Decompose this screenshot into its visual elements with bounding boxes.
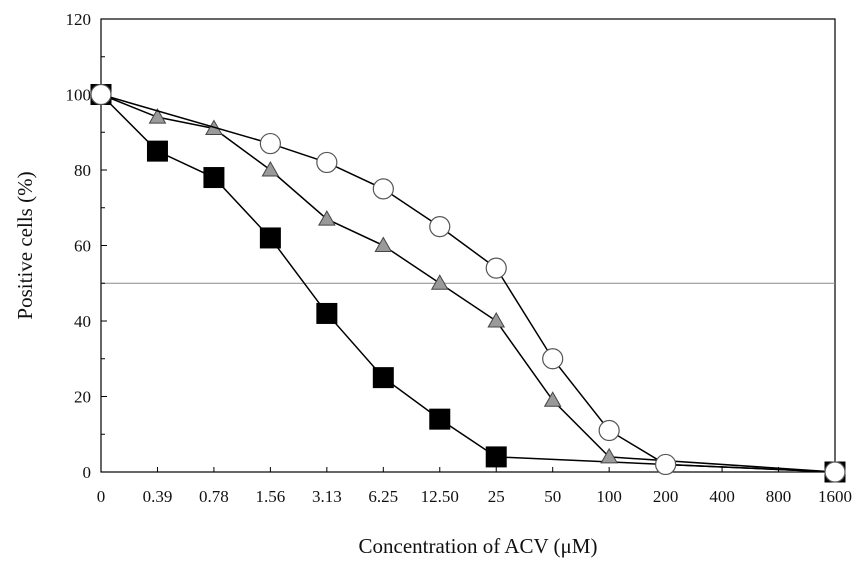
circle-marker: [598, 419, 620, 442]
triangle-marker: [148, 108, 167, 124]
plot-frame: [100, 18, 836, 473]
square-marker: [203, 167, 225, 189]
circle-marker: [542, 348, 564, 370]
y-tick-label: 20: [74, 388, 91, 407]
triangle-marker: [317, 210, 336, 226]
y-tick-label: 60: [74, 237, 91, 256]
circle-marker: [485, 257, 507, 279]
y-axis-ticks: 0 20 40 60 80 100 120: [66, 10, 107, 482]
series-layer: [90, 83, 846, 483]
series-line: [100, 93, 836, 473]
x-tick-label: 12.50: [421, 487, 459, 506]
x-tick-label: 25: [488, 487, 505, 506]
series-circle: [90, 83, 846, 483]
square-marker: [146, 140, 168, 162]
y-tick-label: 100: [66, 86, 92, 105]
square-marker: [485, 446, 507, 468]
circle-marker: [429, 216, 451, 238]
x-tick-label: 1600: [818, 487, 852, 506]
y-tick-label: 80: [74, 161, 91, 180]
x-tick-label: 800: [766, 487, 792, 506]
x-axis-title: Concentration of ACV (μM): [359, 534, 598, 558]
y-tick-label: 120: [66, 10, 92, 29]
square-marker: [259, 227, 281, 249]
circle-marker: [259, 132, 281, 155]
square-marker: [372, 367, 394, 389]
circle-marker: [90, 83, 112, 106]
x-tick-label: 3.13: [312, 487, 342, 506]
triangle-marker: [374, 236, 393, 252]
circle-marker: [824, 461, 846, 483]
x-tick-label: 400: [709, 487, 735, 506]
circle-marker: [316, 151, 338, 174]
circle-marker: [372, 178, 394, 200]
x-tick-label: 1.56: [256, 487, 286, 506]
triangle-marker: [543, 391, 562, 407]
x-tick-label: 50: [544, 487, 561, 506]
triangle-marker: [600, 447, 619, 464]
x-tick-label: 0: [97, 487, 106, 506]
square-marker: [316, 302, 338, 324]
triangle-marker: [261, 160, 280, 177]
x-tick-label: 0.78: [199, 487, 229, 506]
y-tick-label: 40: [74, 312, 91, 331]
y-tick-label: 0: [83, 463, 92, 482]
x-tick-label: 100: [596, 487, 622, 506]
x-tick-label: 0.39: [143, 487, 173, 506]
x-tick-label: 6.25: [368, 487, 398, 506]
circle-marker: [655, 453, 677, 476]
square-marker: [429, 408, 451, 430]
triangle-marker: [487, 311, 506, 328]
x-axis-ticks: 0 0.39 0.78 1.56 3.13 6.25 12.50 25 50 100 200 400 8…: [97, 467, 852, 506]
plot-border: [100, 18, 836, 473]
x-tick-label: 200: [653, 487, 679, 506]
series-triangle: [92, 85, 844, 479]
y-axis-title: Positive cells (%): [13, 171, 37, 319]
triangle-marker: [430, 274, 449, 290]
